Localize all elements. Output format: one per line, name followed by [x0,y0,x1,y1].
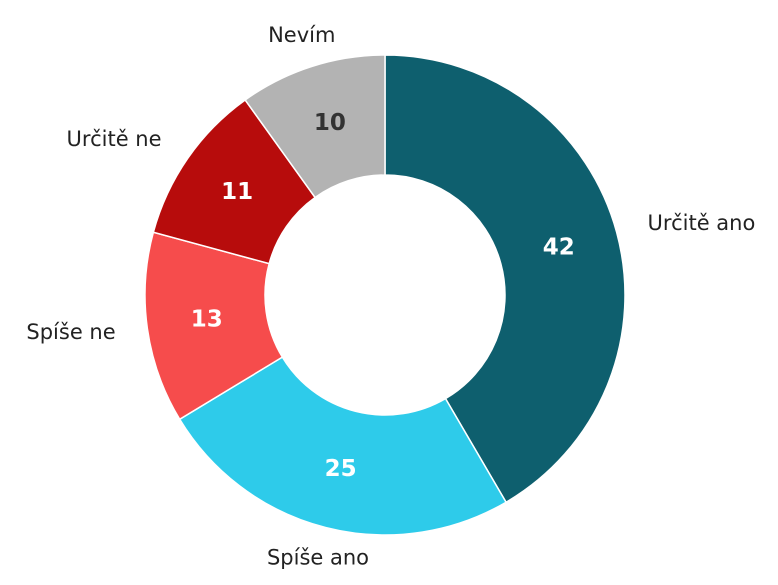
category-label: Spíše ne [26,320,115,344]
value-label: 13 [191,307,223,333]
donut-slice [144,231,284,421]
donut-slice [244,54,386,199]
value-label: 25 [325,456,357,482]
value-label: 10 [314,110,346,136]
value-label: 11 [221,179,253,205]
category-label: Určitě ano [648,211,756,235]
category-label: Nevím [268,23,335,47]
value-label: 42 [543,234,575,260]
category-label: Určitě ne [67,127,162,151]
category-label: Spíše ano [267,546,369,570]
donut-slice [384,54,626,504]
donut-slice [178,356,508,536]
